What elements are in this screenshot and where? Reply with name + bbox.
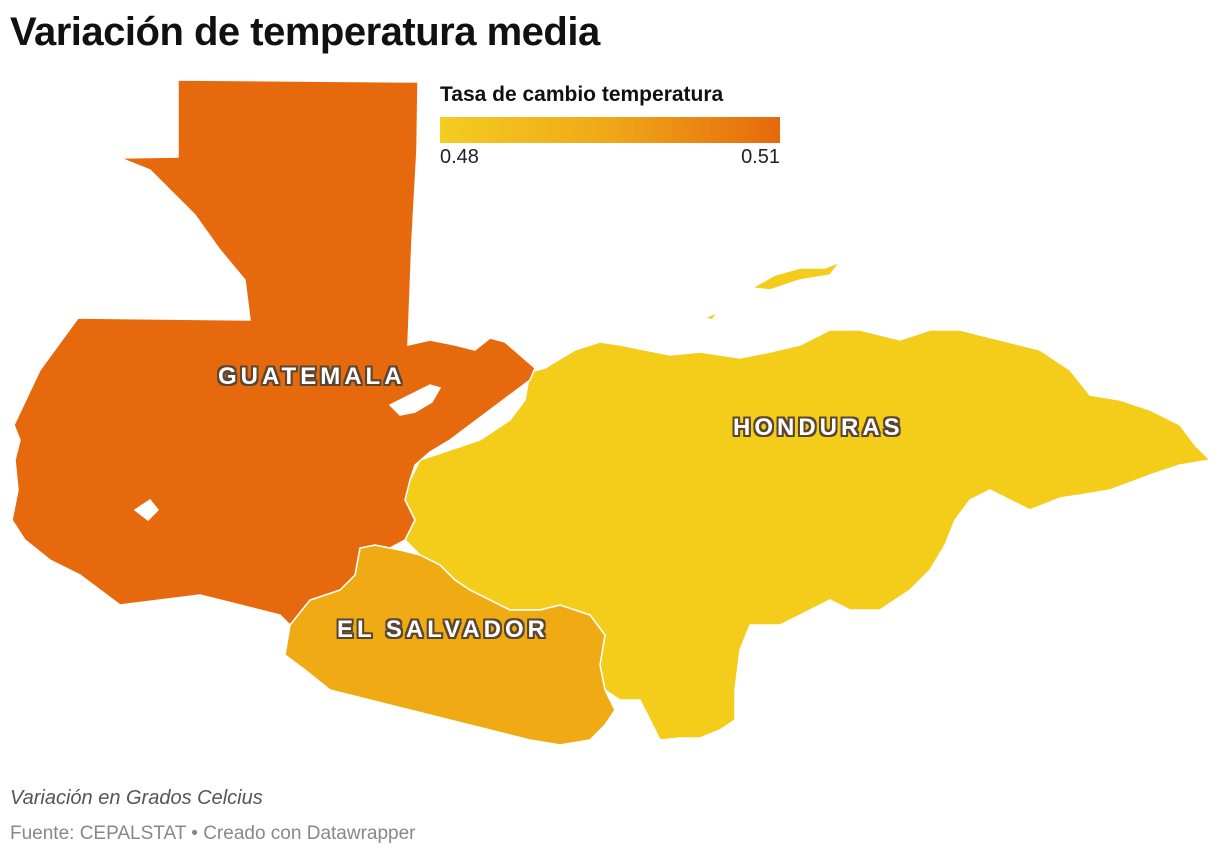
source-note: Fuente: CEPALSTAT • Creado con Datawrapp… [10,823,416,844]
legend-ticks: 0.48 0.51 [440,143,780,171]
label-guatemala: GUATEMALA [218,363,406,390]
region-el-salvador[interactable] [284,544,616,746]
legend-min-label: 0.48 [440,146,479,168]
map-svg [11,79,1212,746]
label-honduras: HONDURAS [733,414,904,441]
map [0,60,1220,780]
legend-max-label: 0.51 [741,146,780,168]
chart-title: Variación de temperatura media [10,10,600,54]
label-el-salvador: EL SALVADOR [337,616,550,643]
legend: Tasa de cambio temperatura 0.48 0.51 [440,83,780,171]
legend-color-scale [440,117,780,143]
chart-subtitle: Variación en Grados Celcius [10,787,263,809]
region-guatemala[interactable] [11,79,536,627]
legend-title: Tasa de cambio temperatura [440,83,724,106]
